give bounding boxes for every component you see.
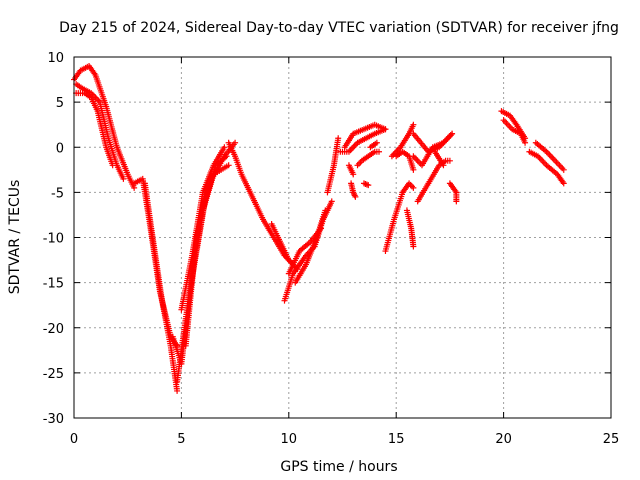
data-point [350, 171, 357, 178]
series-arc-2 [73, 81, 127, 182]
y-tick-label: -20 [43, 322, 64, 337]
y-tick-label: 10 [47, 51, 64, 66]
series-arc-15 [311, 198, 335, 250]
data-point [373, 139, 380, 146]
data-point [109, 162, 116, 169]
axis-ticks [73, 56, 612, 419]
data-point [410, 184, 417, 191]
data-point [225, 162, 232, 169]
series-arc-19 [345, 162, 357, 178]
series-arc-20 [348, 180, 359, 200]
series-arc-18 [341, 121, 389, 151]
data-point [120, 175, 127, 182]
series-arc-21 [354, 148, 383, 169]
data-point [382, 126, 389, 133]
data-point [221, 144, 228, 151]
series-arc-22 [367, 139, 380, 151]
series-arc-6 [169, 162, 232, 367]
data-point-interp [362, 180, 369, 187]
x-tick-label: 20 [495, 432, 512, 447]
series-arc-9 [182, 139, 239, 349]
y-tick-labels: 10 5 0 -5 -10 -15 -20 -25 -30 [43, 51, 64, 427]
series-arc-10 [225, 139, 297, 268]
y-tick-label: -10 [43, 232, 64, 247]
data-point-interp [363, 181, 370, 188]
y-tick-label: -5 [51, 186, 64, 201]
y-tick-label: 5 [56, 96, 64, 111]
series-arc-36 [532, 139, 567, 173]
x-tick-label: 10 [281, 432, 298, 447]
x-tick-label: 25 [603, 432, 620, 447]
data-point [174, 387, 181, 394]
series-arc-3 [73, 90, 116, 169]
series-arc-11 [268, 220, 301, 273]
data-points [71, 63, 567, 394]
data-point [410, 243, 417, 250]
data-point [410, 121, 417, 128]
data-point [560, 166, 567, 173]
data-point [232, 139, 239, 146]
series-arc-32 [446, 180, 460, 205]
data-point [440, 162, 447, 169]
series-arc-26 [388, 121, 417, 160]
data-point [410, 166, 417, 173]
series-arc-24 [382, 180, 417, 255]
y-axis-label: SDTVAR / TECUs [7, 180, 23, 295]
x-tick-label: 15 [388, 432, 405, 447]
series-arc-29 [410, 130, 456, 169]
data-point [449, 130, 456, 137]
series-arc-16 [324, 135, 342, 196]
data-point [328, 198, 335, 205]
data-point [335, 135, 342, 142]
data-point [365, 182, 372, 189]
series-arc-31 [431, 148, 447, 169]
y-tick-label: 0 [56, 141, 64, 156]
data-point [453, 198, 460, 205]
y-tick-label: -25 [43, 367, 64, 382]
x-axis-label: GPS time / hours [280, 459, 397, 475]
y-tick-label: -15 [43, 277, 64, 292]
x-tick-labels: 0 5 10 15 20 25 [70, 432, 619, 447]
data-point [446, 157, 453, 164]
series-arc-34 [500, 117, 529, 146]
data-point [560, 180, 567, 187]
data-point [376, 148, 383, 155]
x-tick-label: 0 [70, 432, 78, 447]
series-arc-35 [526, 148, 567, 187]
y-tick-label: -30 [43, 412, 64, 427]
series-arc-23 [360, 180, 372, 189]
series-arc-25 [403, 207, 417, 250]
data-point [522, 139, 529, 146]
x-tick-label: 5 [177, 432, 185, 447]
series-arc-1 [71, 63, 138, 191]
chart-title: Day 215 of 2024, Sidereal Day-to-day VTE… [59, 20, 619, 36]
data-point [352, 193, 359, 200]
